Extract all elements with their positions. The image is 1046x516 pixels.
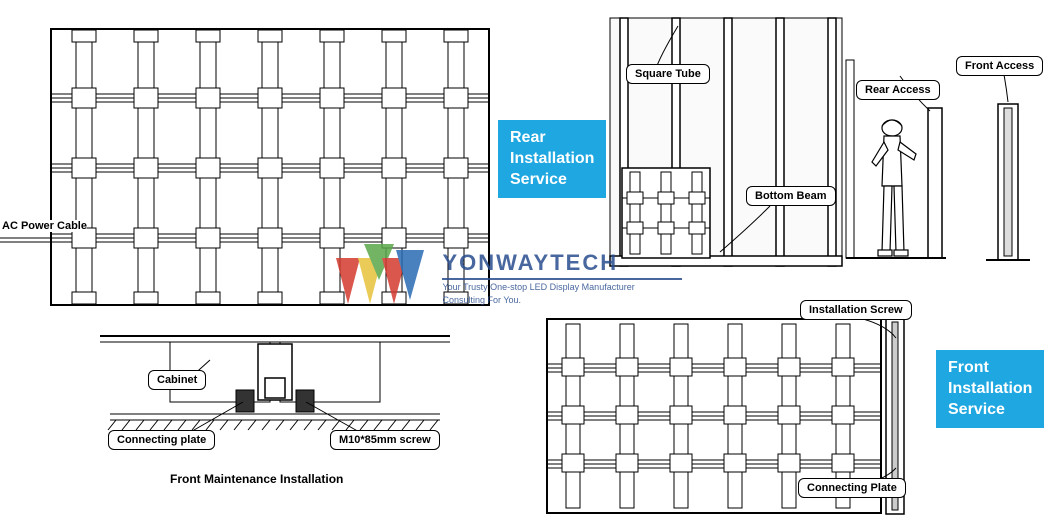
callout-install-screw: Installation Screw	[800, 300, 912, 320]
callout-ac-power: AC Power Cable	[2, 220, 87, 232]
callout-bottom-beam: Bottom Beam	[746, 186, 836, 206]
ac-power-cable-leader	[0, 228, 60, 258]
rear-line3: Service	[510, 171, 567, 188]
front-line3: Service	[948, 401, 1005, 418]
worker-figure-icon	[862, 116, 928, 264]
callout-cabinet: Cabinet	[148, 370, 206, 390]
front-line2: Installation	[948, 380, 1032, 397]
right-top-scene	[600, 16, 1040, 268]
callout-rear-access: Rear Access	[856, 80, 940, 100]
caption-front-maintenance: Front Maintenance Installation	[170, 472, 343, 486]
callout-front-access: Front Access	[956, 56, 1043, 76]
rear-line2: Installation	[510, 150, 594, 167]
front-service-label: Front Installation Service	[936, 350, 1044, 428]
front-line1: Front	[948, 359, 989, 376]
callout-screw-left: M10*85mm screw	[330, 430, 440, 450]
callout-connecting-plate-right: Connecting Plate	[798, 478, 906, 498]
rear-service-label: Rear Installation Service	[498, 120, 606, 198]
rear-line1: Rear	[510, 129, 546, 146]
callout-square-tube: Square Tube	[626, 64, 710, 84]
rear-panel-grid	[50, 28, 490, 308]
callout-connecting-plate-left: Connecting plate	[108, 430, 215, 450]
